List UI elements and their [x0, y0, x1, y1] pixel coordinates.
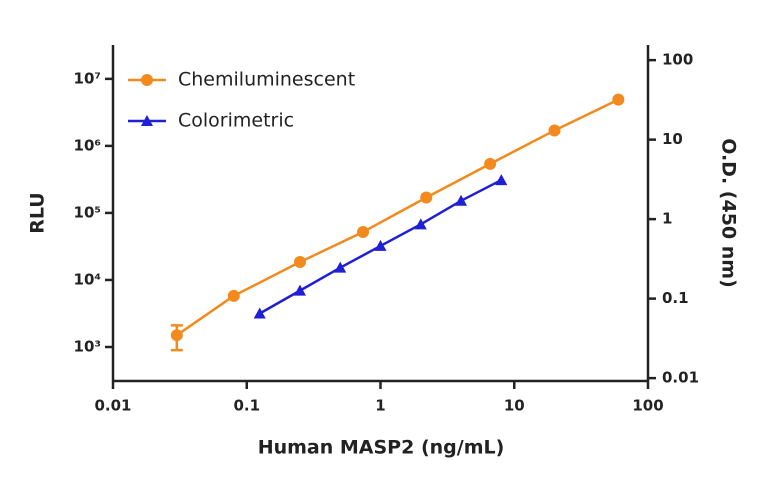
data-point — [334, 261, 347, 273]
y2-tick-label: 0.01 — [662, 369, 699, 387]
data-point — [420, 191, 433, 204]
data-point — [484, 157, 497, 170]
data-point — [414, 218, 427, 230]
data-point — [253, 307, 266, 319]
y-tick-label: 10³ — [74, 337, 101, 355]
y2-tick-label: 100 — [662, 51, 693, 69]
data-point — [227, 289, 240, 302]
x-axis-title: Human MASP2 (ng/mL) — [258, 437, 505, 459]
data-point — [374, 239, 387, 251]
data-point — [612, 93, 625, 106]
data-point — [293, 284, 306, 296]
x-tick-label: 0.01 — [94, 397, 131, 415]
y2-axis-title: O.D. (450 nm) — [718, 138, 740, 288]
data-point — [455, 194, 468, 206]
y-tick-label: 10⁷ — [74, 69, 101, 87]
legend-label: Colorimetric — [178, 110, 294, 132]
data-point — [293, 256, 306, 269]
data-point — [548, 124, 561, 137]
data-point — [357, 225, 370, 238]
x-tick-label: 10 — [504, 397, 525, 415]
series-line — [176, 98, 619, 337]
y2-tick-label: 1 — [662, 210, 672, 228]
x-tick-label: 1 — [375, 397, 385, 415]
y2-tick-label: 10 — [662, 130, 683, 148]
y-axis-title: RLU — [27, 192, 49, 234]
y-tick-label: 10⁴ — [74, 270, 101, 288]
x-tick-label: 100 — [632, 397, 663, 415]
data-point — [170, 329, 183, 342]
y-tick-label: 10⁶ — [74, 136, 101, 154]
legend-marker — [141, 115, 153, 126]
y2-tick-label: 0.1 — [662, 289, 689, 307]
x-tick-label: 0.1 — [233, 397, 260, 415]
y-tick-label: 10⁵ — [74, 203, 101, 221]
data-point — [495, 174, 508, 186]
legend-label: Chemiluminescent — [178, 69, 355, 91]
legend-marker — [141, 74, 153, 86]
